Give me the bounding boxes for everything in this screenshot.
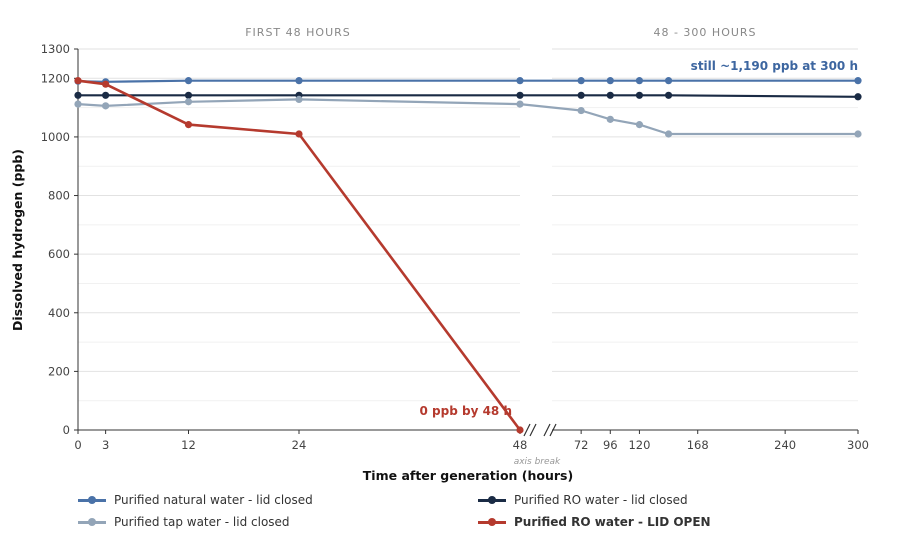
axis-break-mark [523,423,531,437]
axis-break-mark [543,423,551,437]
annotation-natural-water: still ~1,190 ppb at 300 h [691,59,858,73]
legend-label: Purified tap water - lid closed [114,515,290,529]
y-axis-title: Dissolved hydrogen (ppb) [10,149,25,331]
x-tick-label: 0 [74,438,81,452]
x-tick-label: 120 [628,438,650,452]
panel-title-second: 48 - 300 HOURS [653,26,756,39]
series-line-1 [77,79,858,83]
y-tick-label: 400 [48,306,70,320]
data-point [635,77,644,85]
legend-label: Purified RO water - lid closed [514,493,688,507]
data-point [295,130,303,138]
axis-break-mark [549,423,557,437]
annotation-lid-open: 0 ppb by 48 h [420,404,512,418]
y-tick-label: 800 [48,189,70,203]
data-point [577,77,585,85]
data-point [516,426,524,434]
data-point [516,100,524,108]
axis-break-label: axis break [514,457,561,467]
data-point [577,91,585,99]
legend-label: Purified natural water - lid closed [114,493,313,507]
data-point [295,95,303,104]
data-point [606,77,614,85]
data-point [606,91,614,99]
data-point [295,77,303,85]
y-tick-label: 1000 [41,130,70,144]
y-tick-label: 600 [48,247,70,261]
data-point [635,121,644,129]
panel-title-first: FIRST 48 HOURS [245,26,351,39]
legend-label: Purified RO water - LID OPEN [514,515,711,529]
data-point [664,77,673,85]
chart-legend: Purified natural water - lid closed Puri… [78,492,818,530]
x-tick-label: 72 [574,438,589,452]
y-tick-label: 1300 [41,42,70,56]
data-point [854,130,862,138]
data-point [102,102,110,110]
x-tick-label: 96 [603,438,618,452]
data-point [516,91,524,99]
grid-lines [78,48,858,402]
legend-swatch [78,517,106,526]
data-point [854,93,862,101]
legend-item-ro-water: Purified RO water - lid closed [478,492,818,508]
legend-swatch [78,495,106,504]
data-point [184,91,193,99]
data-point [664,91,673,99]
data-point [184,77,193,85]
x-tick-label: 168 [687,438,709,452]
x-tick-label: 48 [513,438,528,452]
data-point [74,91,82,99]
data-point [184,121,193,129]
data-point [577,106,585,115]
data-point [664,130,673,138]
series-line-3 [77,98,858,136]
x-tick-label: 24 [292,438,307,452]
data-point [516,77,524,85]
y-tick-label: 0 [63,423,70,437]
x-tick-label: 12 [181,438,196,452]
axis-break-mark [529,423,537,437]
x-tick-label: 300 [847,438,869,452]
axes: 0 200 400 600 800 1000 1200 1300 0 3 12 24 48 72 96 120… [41,42,869,452]
data-point [74,100,82,108]
chart-labels: FIRST 48 HOURS 48 - 300 HOURS Time after… [10,26,858,483]
y-tick-label: 200 [48,364,70,378]
x-tick-label: 3 [102,438,109,452]
data-point [854,77,862,85]
data-point [635,91,644,99]
y-tick-label: 1200 [41,71,70,85]
series-lines [74,77,862,434]
x-axis-title: Time after generation (hours) [363,468,573,483]
legend-item-ro-lid-open: Purified RO water - LID OPEN [478,514,818,530]
legend-swatch [478,517,506,526]
x-tick-label: 240 [774,438,796,452]
legend-item-natural-water: Purified natural water - lid closed [78,492,478,508]
data-point [606,115,614,123]
legend-swatch [478,495,506,504]
data-point [184,98,193,106]
data-point [74,77,82,85]
data-point [102,80,110,88]
legend-item-tap-water: Purified tap water - lid closed [78,514,478,530]
series-line-2 [78,94,859,98]
data-point [102,91,110,99]
